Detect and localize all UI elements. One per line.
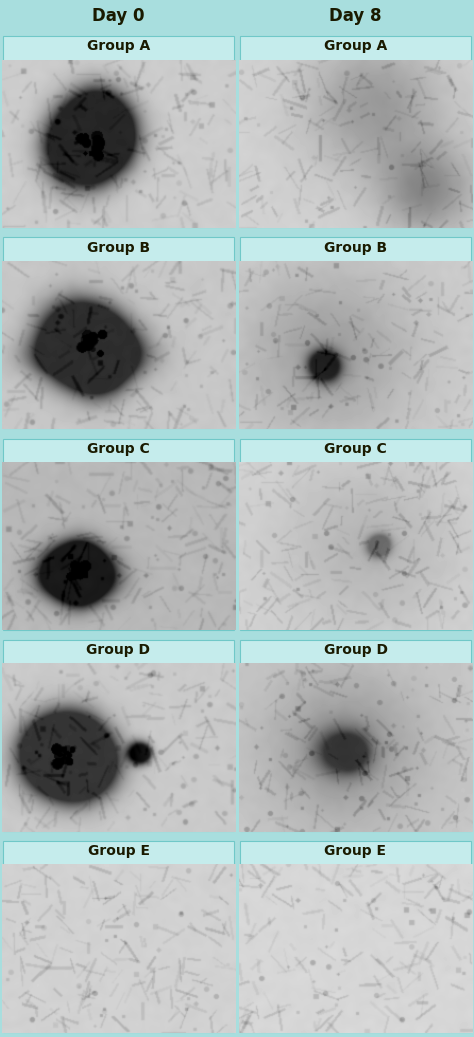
Text: Day 0: Day 0 (92, 6, 145, 25)
Text: Group D: Group D (86, 643, 151, 656)
FancyBboxPatch shape (3, 439, 234, 629)
Text: Group D: Group D (323, 643, 388, 656)
Text: Group A: Group A (87, 39, 150, 53)
FancyBboxPatch shape (240, 237, 471, 428)
Text: Group B: Group B (87, 241, 150, 254)
Text: Group B: Group B (324, 241, 387, 254)
FancyBboxPatch shape (3, 237, 234, 428)
Text: Group C: Group C (87, 442, 150, 455)
Text: Day 8: Day 8 (329, 6, 382, 25)
Text: Group E: Group E (88, 844, 149, 858)
FancyBboxPatch shape (3, 841, 234, 1032)
FancyBboxPatch shape (240, 841, 471, 1032)
FancyBboxPatch shape (240, 640, 471, 831)
FancyBboxPatch shape (3, 640, 234, 831)
Text: Group A: Group A (324, 39, 387, 53)
FancyBboxPatch shape (240, 36, 471, 227)
Text: Group C: Group C (324, 442, 387, 455)
Text: Group E: Group E (325, 844, 386, 858)
FancyBboxPatch shape (240, 439, 471, 629)
FancyBboxPatch shape (3, 36, 234, 227)
